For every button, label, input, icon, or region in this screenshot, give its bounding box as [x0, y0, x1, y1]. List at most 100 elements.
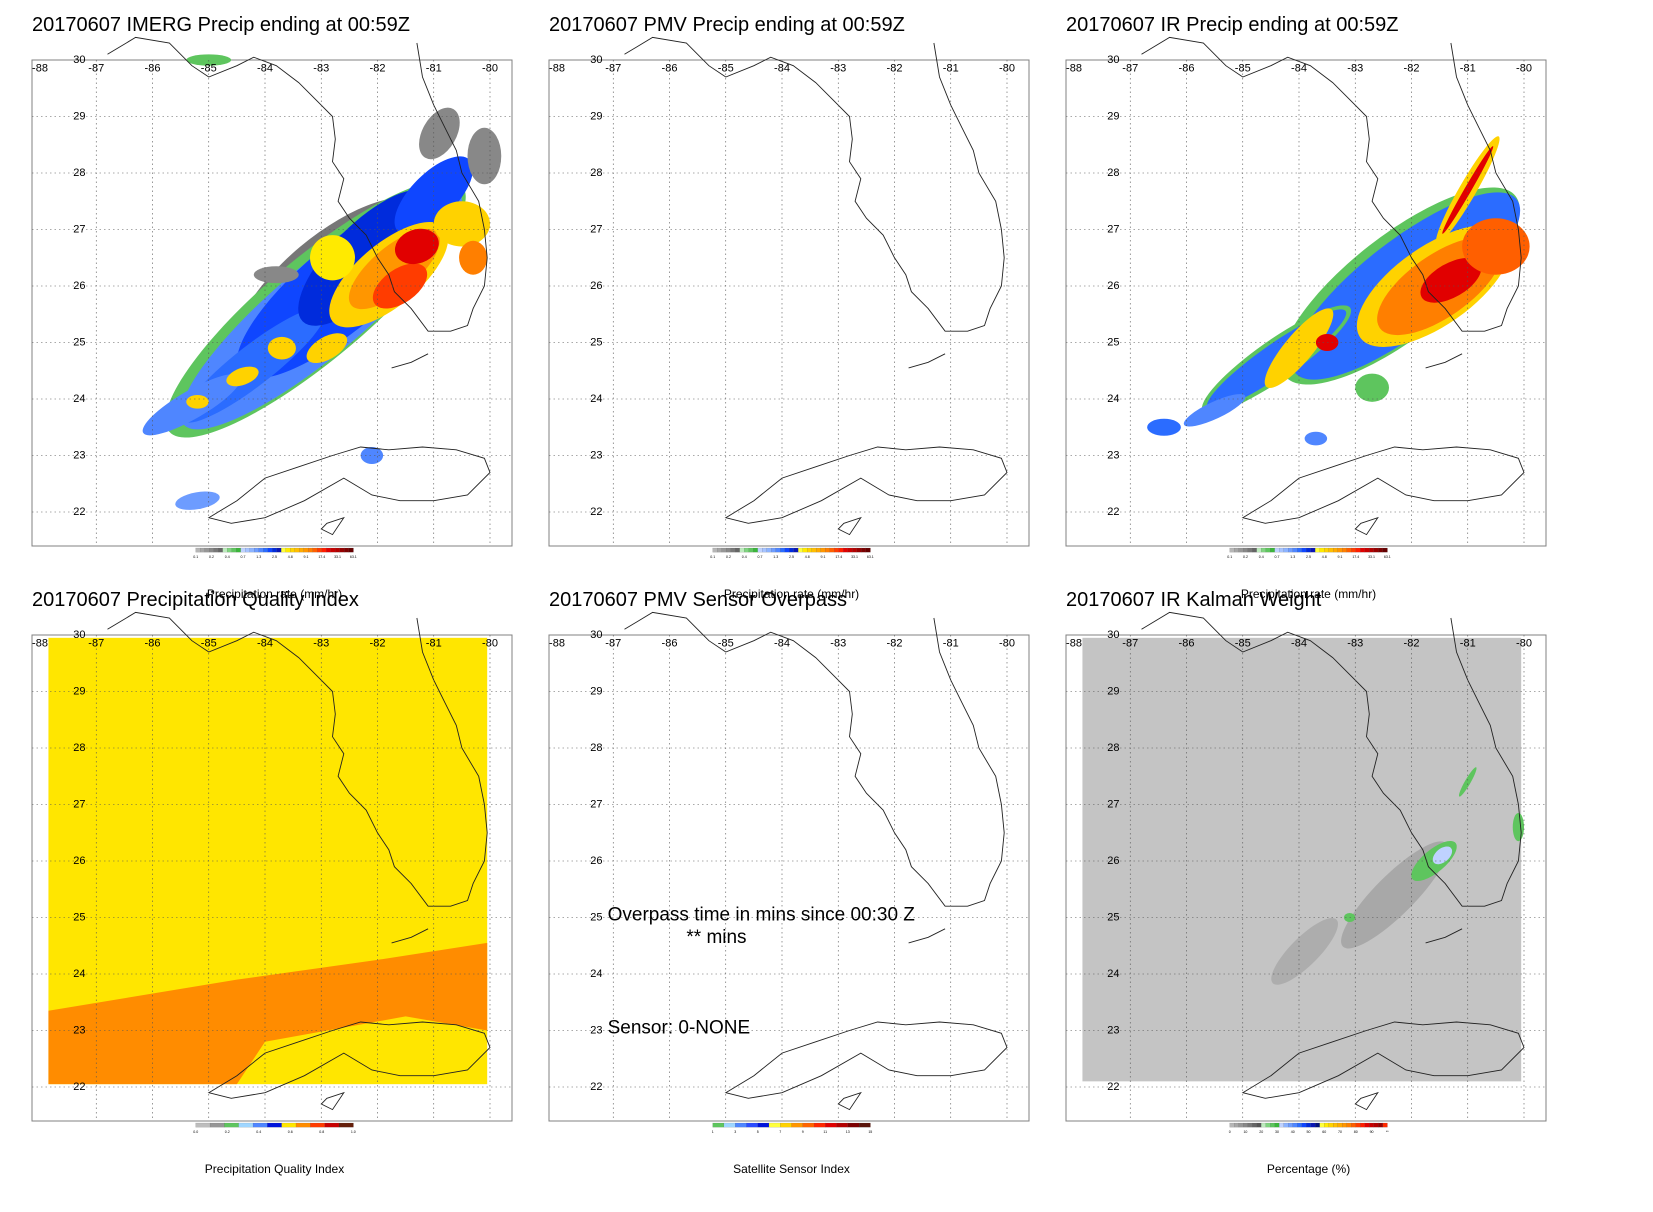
colorbar-tick-label: 2.5 [789, 555, 794, 559]
colorbar: 0.1 0.2 0.4 0.7 1.3 2.5 4.8 9.1 17.4 33.1 63.1 [193, 547, 357, 559]
colorbar-swatch [209, 1122, 225, 1128]
lon-label: -88 [32, 637, 48, 649]
coastline-florida [107, 611, 488, 907]
colorbar-tick-label: 63.1 [867, 555, 874, 559]
coastline-keys [1425, 353, 1463, 369]
colorbar-swatch [861, 547, 867, 553]
coastline-cuba [207, 446, 491, 524]
lat-label: 29 [73, 111, 85, 123]
lon-label: -84 [774, 637, 790, 649]
colorbar-tick-label: 9.1 [821, 555, 826, 559]
coastline-keys [391, 353, 429, 369]
colorbar-swatch [195, 547, 201, 553]
colorbar-label: Precipitation rate (mm/hr) [1240, 587, 1377, 601]
lat-label: 30 [73, 54, 85, 66]
colorbar-swatch [744, 547, 749, 553]
map-overlay: -88 -87 -86 -85 -84 -83 -82 -81 -80 30 29 28 27 26 25 2… [549, 36, 1029, 546]
lat-label: 29 [590, 111, 602, 123]
colorbar-swatch [1342, 547, 1348, 553]
colorbar-swatch [1310, 547, 1316, 553]
panel-pmv: 20170607 PMV Precip ending at 00:59Z -88-… [517, 0, 1067, 601]
coastline-isla-juventud [1354, 516, 1379, 536]
colorbar-swatch [726, 547, 731, 553]
colorbar-swatch [290, 547, 295, 553]
colorbar-swatch [1355, 547, 1361, 553]
lon-label: -88 [549, 637, 565, 649]
map-pmv: -88 -87 -86 -85 -84 -83 -82 -81 -80 30 29 28 27 26 25 2… [548, 36, 1030, 547]
coastline-cuba [724, 1021, 1008, 1099]
colorbar-swatch [807, 547, 812, 553]
colorbar-swatch [829, 547, 835, 553]
lon-label: -83 [313, 62, 329, 74]
colorbar-swatch [209, 547, 214, 553]
colorbar-swatch [1229, 547, 1235, 553]
colorbar-swatch [739, 547, 745, 553]
lon-label: -84 [774, 62, 790, 74]
colorbar-swatch [285, 547, 291, 553]
precip-cell [1458, 767, 1477, 797]
lat-label: 30 [73, 629, 85, 641]
lon-label: -81 [1460, 62, 1476, 74]
colorbar-swatch [249, 547, 255, 553]
colorbar-swatch [1243, 547, 1248, 553]
colorbar-swatch [1283, 1122, 1289, 1128]
lat-label: 30 [1107, 629, 1119, 641]
colorbar-tick-label: ** [1386, 1130, 1389, 1134]
colorbar-swatch [793, 547, 799, 553]
colorbar-swatch [1333, 547, 1339, 553]
colorbar-swatch [811, 547, 817, 553]
colorbar-swatch [339, 547, 345, 553]
colorbar-swatch [1261, 1122, 1266, 1128]
coastline-isla-juventud [837, 516, 862, 536]
lon-label: -87 [605, 62, 621, 74]
coastline-isla-juventud [320, 1091, 345, 1111]
lat-label: 28 [1107, 167, 1119, 179]
lat-label: 29 [73, 686, 85, 698]
map-pqi: -88 -87 -86 -85 -84 -83 -82 -81 -80 30 29 28 27 26 25 2… [31, 611, 513, 1122]
coastline-keys [908, 353, 946, 369]
colorbar-swatch [847, 547, 853, 553]
lat-label: 24 [73, 393, 85, 405]
lon-label: -81 [426, 637, 442, 649]
panel-title: 20170607 PMV Sensor Overpass [549, 589, 847, 611]
colorbar-swatch [858, 1122, 871, 1128]
precip-cell [360, 447, 384, 464]
lon-label: -84 [257, 637, 273, 649]
colorbar-swatch [802, 547, 808, 553]
colorbar-tick-label: 7 [779, 1130, 781, 1134]
lon-label: -80 [482, 62, 498, 74]
coastline-florida [624, 36, 1005, 332]
precip-cell [175, 491, 220, 510]
lon-label: -87 [605, 637, 621, 649]
colorbar-tick-label: 1 [712, 1130, 714, 1134]
lat-label: 26 [1107, 280, 1119, 292]
colorbar-swatch [267, 1122, 282, 1128]
lat-label: 27 [1107, 799, 1119, 811]
colorbar-swatch [1288, 547, 1293, 553]
lon-label: -87 [1122, 637, 1138, 649]
colorbar-swatch [753, 547, 758, 553]
colorbar-swatch [1234, 1122, 1239, 1128]
lon-label: -80 [1516, 62, 1532, 74]
colorbar-tick-label: 9 [802, 1130, 804, 1134]
colorbar-swatch [1274, 547, 1280, 553]
lon-label: -81 [1460, 637, 1476, 649]
colorbar-tick-label: 11 [823, 1130, 827, 1134]
colorbar-tick-label: 0.7 [757, 555, 762, 559]
precip-cell [1432, 846, 1453, 865]
colorbar-swatch [348, 547, 354, 553]
colorbar-swatch [276, 547, 282, 553]
colorbar-swatch [1306, 547, 1311, 553]
lon-label: -84 [257, 62, 273, 74]
lat-label: 24 [1107, 393, 1119, 405]
lat-label: 25 [590, 337, 602, 349]
colorbar-swatch [1328, 1122, 1334, 1128]
map-overlay: -88 -87 -86 -85 -84 -83 -82 -81 -80 30 29 28 27 26 25 2… [549, 611, 1029, 1121]
colorbar-swatch [1256, 547, 1262, 553]
colorbar-swatch [324, 1122, 340, 1128]
colorbar-tick-label: 0.2 [225, 1130, 230, 1134]
lat-label: 25 [1107, 337, 1119, 349]
lat-label: 28 [590, 167, 602, 179]
colorbar-swatch [825, 547, 831, 553]
colorbar-swatch [317, 547, 323, 553]
